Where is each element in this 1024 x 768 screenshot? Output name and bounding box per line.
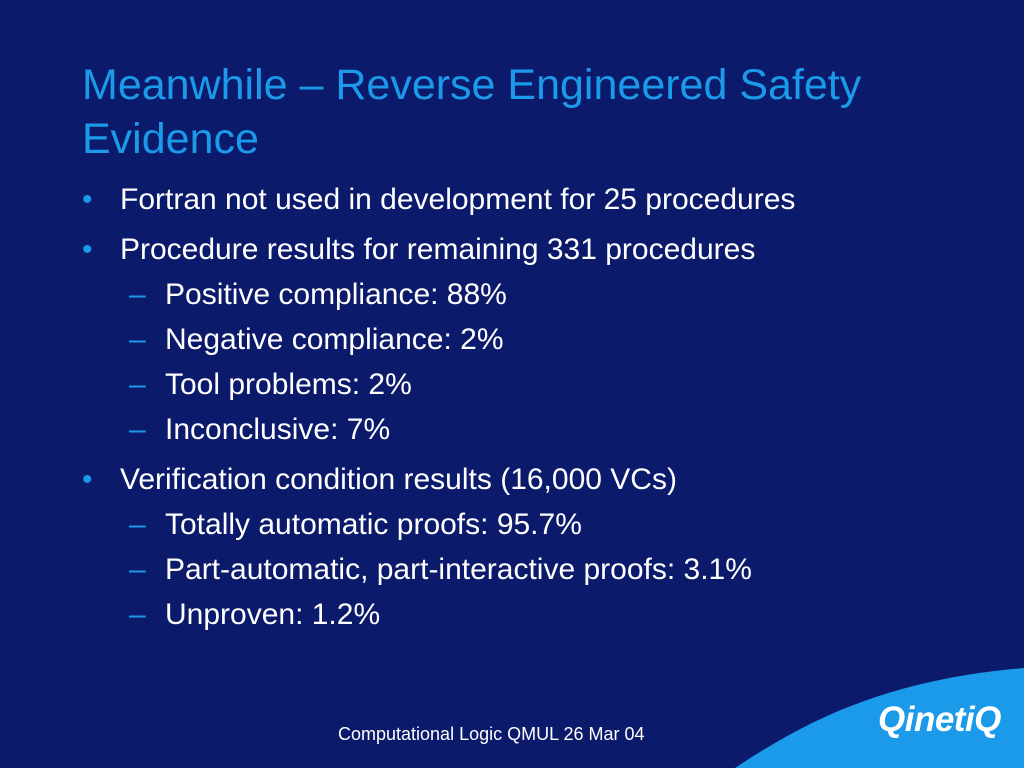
- sub-bullet-item: – Inconclusive: 7%: [120, 407, 982, 452]
- bullet-item: • Verification condition results (16,000…: [82, 458, 982, 637]
- sub-bullet-text: Negative compliance: 2%: [165, 323, 504, 356]
- bullet-text: Verification condition results (16,000 V…: [120, 463, 677, 496]
- sub-bullet-text: Totally automatic proofs: 95.7%: [165, 508, 582, 541]
- bullet-text: Fortran not used in development for 25 p…: [120, 183, 796, 216]
- sub-bullet-item: – Totally automatic proofs: 95.7%: [120, 502, 982, 547]
- dash-icon: –: [129, 508, 146, 541]
- sub-bullet-text: Inconclusive: 7%: [165, 413, 391, 446]
- dash-icon: –: [129, 598, 146, 631]
- dash-icon: –: [129, 368, 146, 401]
- sub-bullet-list: – Positive compliance: 88% – Negative co…: [120, 272, 982, 452]
- sub-bullet-text: Tool problems: 2%: [165, 368, 412, 401]
- bullet-dot-icon: •: [82, 463, 93, 496]
- bullet-dot-icon: •: [82, 183, 93, 216]
- bullet-list: • Fortran not used in development for 25…: [82, 178, 982, 643]
- sub-bullet-item: – Tool problems: 2%: [120, 362, 982, 407]
- dash-icon: –: [129, 278, 146, 311]
- bullet-text: Procedure results for remaining 331 proc…: [120, 233, 756, 266]
- bullet-dot-icon: •: [82, 233, 93, 266]
- sub-bullet-text: Part-automatic, part-interactive proofs:…: [165, 553, 752, 586]
- sub-bullet-item: – Negative compliance: 2%: [120, 317, 982, 362]
- sub-bullet-item: – Unproven: 1.2%: [120, 592, 982, 637]
- bullet-item: • Fortran not used in development for 25…: [82, 178, 982, 222]
- dash-icon: –: [129, 553, 146, 586]
- slide-title: Meanwhile – Reverse Engineered Safety Ev…: [82, 61, 862, 163]
- sub-bullet-list: – Totally automatic proofs: 95.7% – Part…: [120, 502, 982, 637]
- sub-bullet-text: Positive compliance: 88%: [165, 278, 507, 311]
- sub-bullet-item: – Part-automatic, part-interactive proof…: [120, 547, 982, 592]
- sub-bullet-item: – Positive compliance: 88%: [120, 272, 982, 317]
- bullet-item: • Procedure results for remaining 331 pr…: [82, 228, 982, 452]
- dash-icon: –: [129, 413, 146, 446]
- qinetiq-logo: QinetiQ: [878, 700, 1001, 739]
- sub-bullet-text: Unproven: 1.2%: [165, 598, 381, 631]
- logo-wave-path: [735, 668, 1024, 768]
- dash-icon: –: [129, 323, 146, 356]
- footer-text: Computational Logic QMUL 26 Mar 04: [338, 724, 645, 744]
